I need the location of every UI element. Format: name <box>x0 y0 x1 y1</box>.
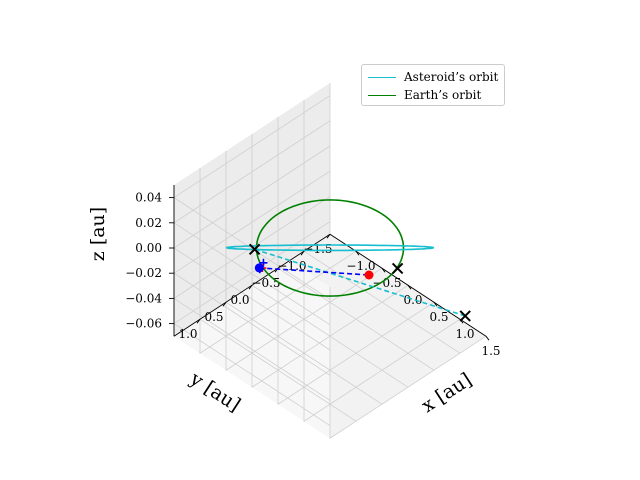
earth-dashed-line <box>259 267 370 276</box>
x-tick-label: 0.0 <box>403 293 422 307</box>
x-tick <box>433 301 438 307</box>
z-tick-label: 0.02 <box>135 216 162 230</box>
legend-label-asteroid: Asteroid’s orbit <box>404 70 499 84</box>
x-tick-label: −0.5 <box>372 276 401 290</box>
z-tick-label: −0.04 <box>125 291 162 305</box>
y-tick-label: 0.0 <box>230 293 249 307</box>
x-tick-label: −1.0 <box>346 259 375 273</box>
tick-labels: −1.0−0.50.00.51.01.51.00.50.0−0.5−1.0−1.… <box>125 191 500 359</box>
z-axis-label: z [au] <box>87 207 109 261</box>
asteroid-orbit-line <box>225 244 435 252</box>
legend: Asteroid’s orbit Earth’s orbit <box>361 64 505 106</box>
asteroid-dashed-line <box>254 248 466 317</box>
legend-swatch-earth <box>368 94 396 96</box>
x-tick-label: 1.0 <box>455 327 474 341</box>
x-tick-label: 1.5 <box>481 344 500 358</box>
x-axis-label: x [au] <box>418 369 476 417</box>
cross-marker <box>391 262 404 275</box>
legend-swatch-asteroid <box>368 76 396 78</box>
cross-marker <box>459 310 471 322</box>
orbit-markers <box>248 243 471 322</box>
y-tick-label: 0.5 <box>204 310 223 324</box>
orbit-series <box>225 199 435 297</box>
y-tick <box>326 233 331 239</box>
y-tick <box>300 250 305 256</box>
x-tick <box>355 250 360 256</box>
z-tick-label: −0.06 <box>125 317 162 331</box>
earth-orbit-line <box>255 199 405 297</box>
x-tick <box>381 267 386 273</box>
y-tick <box>222 301 227 307</box>
x-tick-label: 0.5 <box>429 310 448 324</box>
y-tick-label: 1.0 <box>178 327 197 341</box>
plus-marker <box>259 258 268 267</box>
y-tick <box>248 284 253 290</box>
z-tick-label: −0.02 <box>125 266 162 280</box>
z-tick-label: 0.00 <box>135 241 162 255</box>
position-point <box>254 263 264 273</box>
x-tick <box>407 284 412 290</box>
legend-item-earth: Earth’s orbit <box>368 86 481 104</box>
legend-label-earth: Earth’s orbit <box>404 88 482 102</box>
z-tick-label: 0.04 <box>135 191 162 205</box>
x-tick <box>485 335 490 341</box>
y-tick-label: −0.5 <box>251 276 280 290</box>
legend-item-asteroid: Asteroid’s orbit <box>368 68 498 86</box>
y-tick <box>196 318 201 324</box>
position-point <box>364 270 374 280</box>
cross-marker <box>248 243 261 256</box>
